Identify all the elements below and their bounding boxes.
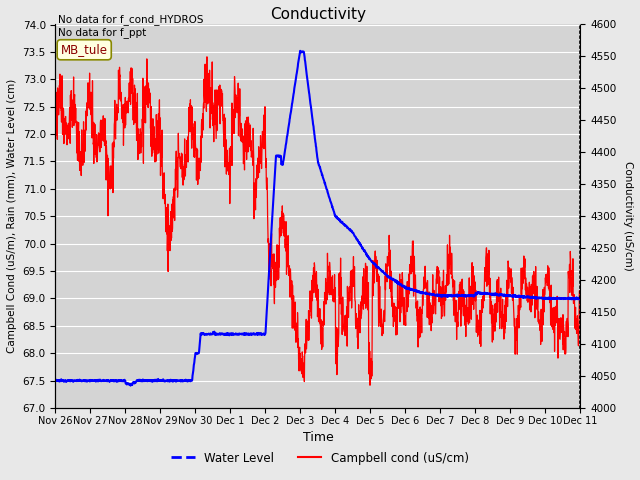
Text: No data for f_cond_HYDROS
No data for f_ppt: No data for f_cond_HYDROS No data for f_… [58,14,203,38]
Legend: Water Level, Campbell cond (uS/cm): Water Level, Campbell cond (uS/cm) [166,447,474,469]
Y-axis label: Conductivity (uS/cm): Conductivity (uS/cm) [623,161,633,271]
Title: Conductivity: Conductivity [270,7,366,22]
X-axis label: Time: Time [303,431,333,444]
Text: MB_tule: MB_tule [61,43,108,56]
Y-axis label: Campbell Cond (uS/m), Rain (mm), Water Level (cm): Campbell Cond (uS/m), Rain (mm), Water L… [7,79,17,353]
